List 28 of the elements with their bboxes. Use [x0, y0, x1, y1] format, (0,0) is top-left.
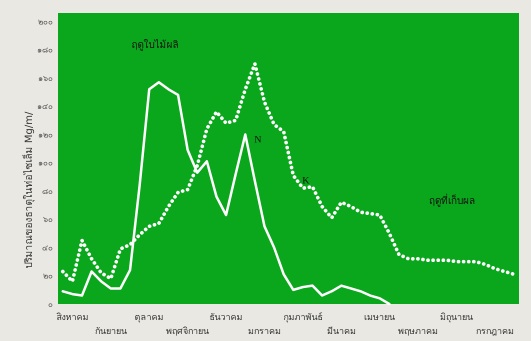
x-tick-label: ตุลาคม — [134, 313, 164, 323]
y-tick-label: ๑๔๐ — [37, 102, 53, 112]
series-label: K — [302, 175, 310, 186]
y-tick-label: ๑๐๐ — [38, 158, 53, 168]
x-tick-label: มีนาคม — [326, 326, 356, 337]
y-tick-label: ๐ — [48, 300, 53, 309]
x-tick-label: มกราคม — [248, 327, 281, 337]
y-tick-label: ๖๐ — [43, 215, 53, 224]
x-tick-label: สิงหาคม — [56, 312, 88, 323]
y-tick-label: ๒๐๐ — [38, 17, 53, 26]
y-axis-title: ปริมาณของธาตุในท่อไซเล็ม Mg/m/ — [21, 111, 35, 268]
x-tick-label: กันยายน — [94, 327, 127, 337]
x-tick-label: ธันวาคม — [210, 313, 243, 323]
series-label: N — [254, 134, 262, 146]
x-tick-label: พฤษภาคม — [398, 327, 438, 337]
y-tick-label: ๘๐ — [42, 186, 53, 196]
annotation: ฤดูที่เก็บผล — [429, 193, 475, 207]
annotation: ฤดูใบไม้ผลิ — [132, 39, 178, 51]
y-tick-label: ๒๐ — [43, 272, 53, 281]
x-tick-label: กุมภาพันธ์ — [283, 311, 322, 323]
x-tick-label: กรกฎาคม — [476, 327, 514, 337]
y-tick-label: ๔๐ — [42, 243, 53, 252]
x-tick-label: มิถุนายน — [440, 312, 474, 323]
x-tick-label: พฤศจิกายน — [166, 326, 210, 337]
y-tick-label: ๑๖๐ — [38, 74, 53, 83]
y-tick-label: ๑๘๐ — [37, 46, 53, 55]
y-tick-label: ๑๒๐ — [38, 130, 53, 140]
x-tick-label: เมษายน — [364, 313, 396, 323]
